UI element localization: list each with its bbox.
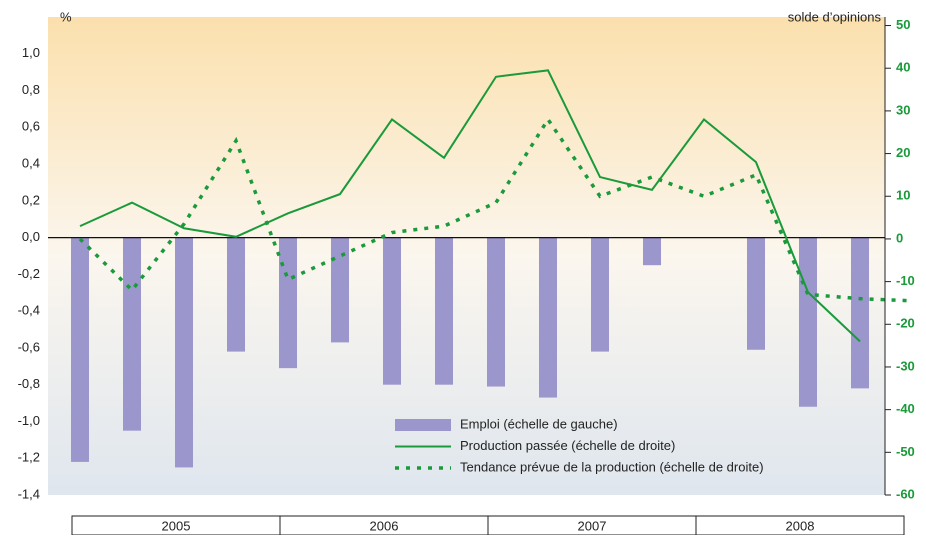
y2-tick-label: 50: [896, 17, 910, 32]
legend-label: Tendance prévue de la production (échell…: [460, 459, 764, 474]
y2-tick-label: 40: [896, 60, 910, 75]
bar: [643, 237, 661, 266]
bar: [227, 237, 245, 352]
bar: [279, 237, 297, 369]
bar: [799, 237, 817, 407]
y2-tick-label: -50: [896, 444, 915, 459]
dotted-line: [78, 116, 913, 303]
y-tick-label: 0,4: [22, 156, 40, 171]
bar: [71, 237, 89, 462]
y2-tick-label: -30: [896, 358, 915, 373]
y-tick-label: 1,0: [22, 45, 40, 60]
x-group-label: 2007: [578, 518, 607, 533]
y-tick-label: -0,8: [18, 376, 40, 391]
y-tick-label: -1,4: [18, 486, 40, 501]
y-tick-label: -0,2: [18, 266, 40, 281]
y-tick-label: 0,6: [22, 119, 40, 134]
y2-tick-label: -60: [896, 486, 915, 501]
y-tick-label: -0,6: [18, 339, 40, 354]
x-group-label: 2005: [162, 518, 191, 533]
legend-swatch: [395, 419, 451, 431]
legend-label: Emploi (échelle de gauche): [460, 416, 618, 431]
legend-label: Production passée (échelle de droite): [460, 438, 675, 453]
y2-tick-label: 20: [896, 145, 910, 160]
y2-tick-label: -40: [896, 401, 915, 416]
y2-tick-label: -20: [896, 316, 915, 331]
bar: [591, 237, 609, 352]
x-group-label: 2008: [786, 518, 815, 533]
bar: [747, 237, 765, 350]
y-tick-label: -1,2: [18, 450, 40, 465]
bar: [851, 237, 869, 389]
x-group-label: 2006: [370, 518, 399, 533]
left-unit: %: [60, 9, 72, 24]
y-tick-label: 0,2: [22, 192, 40, 207]
bar: [331, 237, 349, 343]
bar: [435, 237, 453, 385]
y2-tick-label: -10: [896, 273, 915, 288]
right-unit: solde d’opinions: [788, 9, 882, 24]
bar: [539, 237, 557, 398]
y2-tick-label: 0: [896, 230, 903, 245]
y-tick-label: 0,8: [22, 82, 40, 97]
bar: [383, 237, 401, 385]
line: [79, 69, 861, 343]
y-tick-label: -0,4: [18, 303, 40, 318]
bar: [123, 237, 141, 431]
y-tick-label: -1,0: [18, 413, 40, 428]
y2-tick-label: 10: [896, 188, 910, 203]
bar: [487, 237, 505, 387]
bar: [175, 237, 193, 468]
y-tick-label: 0,0: [22, 229, 40, 244]
y2-tick-label: 30: [896, 102, 910, 117]
